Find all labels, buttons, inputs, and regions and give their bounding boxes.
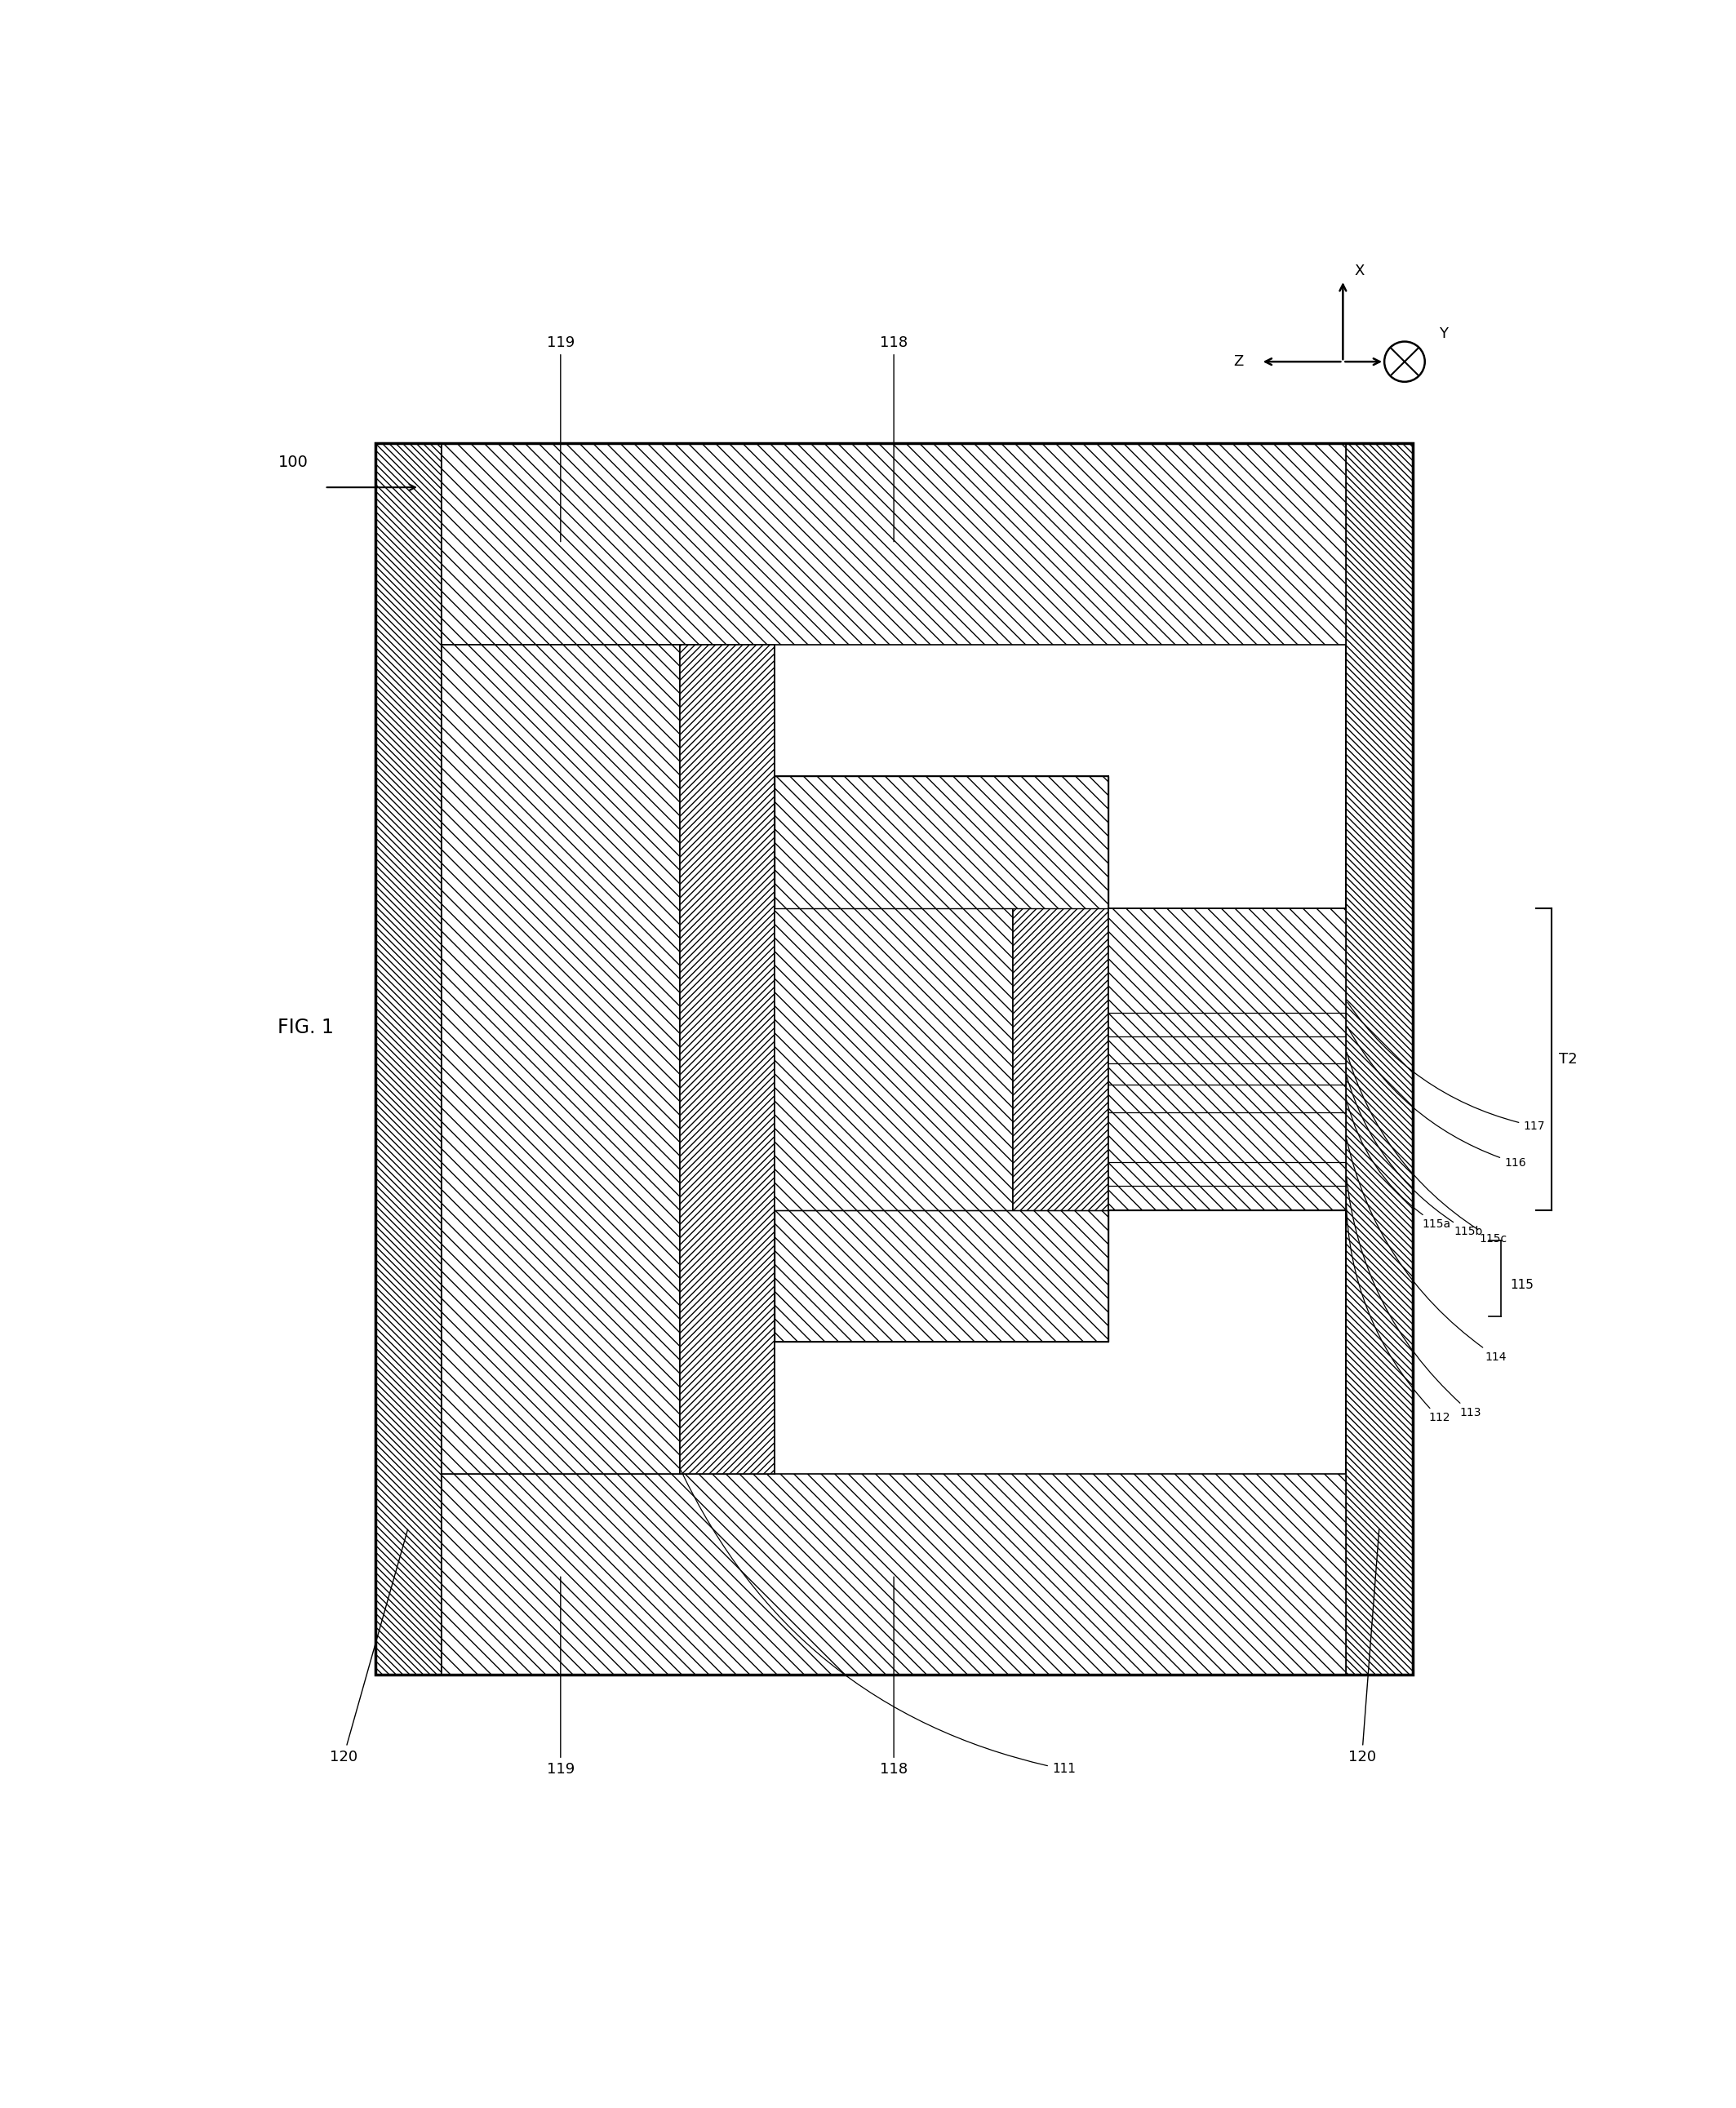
Text: 113: 113 [1347,1176,1481,1419]
Bar [441,443,1345,645]
Text: 118: 118 [880,335,908,542]
Text: FIG. 1: FIG. 1 [278,1018,333,1037]
Bar [1345,443,1413,1676]
Text: 119: 119 [547,1577,575,1777]
Bar [774,776,1108,909]
Text: Z: Z [1234,354,1243,369]
Text: Y: Y [1439,327,1448,341]
Text: 100: 100 [278,455,307,470]
Bar [441,1473,1345,1676]
Text: 115b: 115b [1347,1077,1483,1237]
Circle shape [1384,341,1425,382]
Bar [441,645,679,1473]
Bar [375,443,1413,1676]
Text: 115: 115 [1510,1280,1535,1290]
Text: 114: 114 [1347,1138,1507,1362]
Text: 116: 116 [1347,1027,1526,1168]
Bar [1012,776,1108,1343]
Text: 115a: 115a [1347,1100,1451,1229]
Text: X: X [1354,264,1364,278]
Text: 119: 119 [547,335,575,542]
Bar [1108,909,1345,1210]
Bar [774,1210,1108,1343]
Text: 118: 118 [880,1577,908,1777]
Text: T2: T2 [1559,1052,1578,1067]
Text: 115c: 115c [1347,1052,1507,1244]
Bar [774,776,1012,1343]
Text: 111: 111 [681,1469,1076,1775]
Bar [679,645,774,1473]
Bar [375,443,1413,1676]
Text: 120: 120 [330,1530,408,1764]
Bar [375,443,441,1676]
Text: 120: 120 [1347,1530,1378,1764]
Text: 112: 112 [1345,1199,1450,1423]
Text: 117: 117 [1347,1001,1545,1132]
